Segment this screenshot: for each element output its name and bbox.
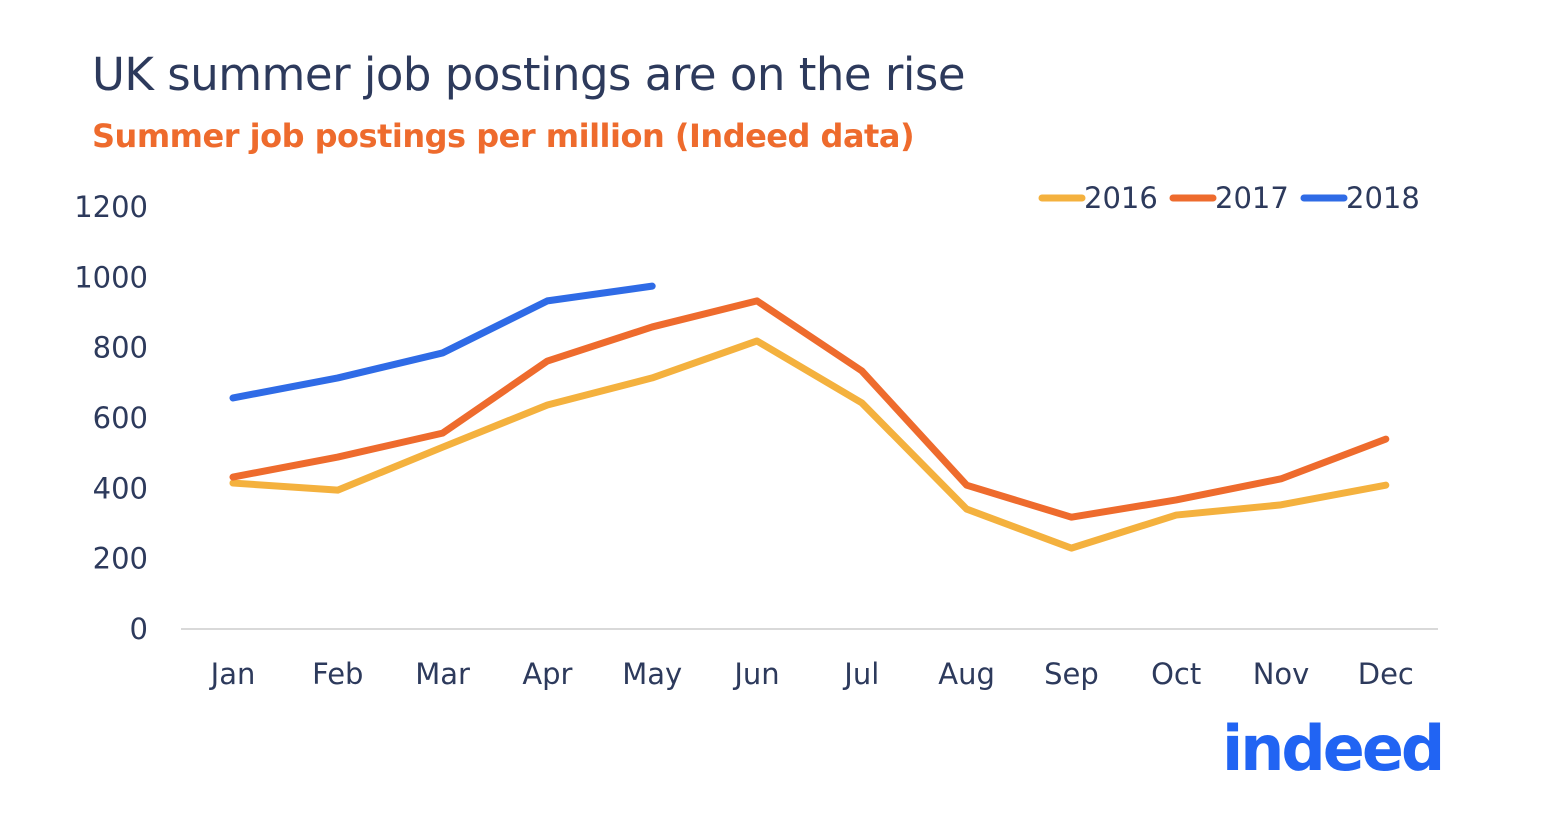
x-tick-label: May	[622, 657, 682, 691]
indeed-logo-text: indeed	[1222, 712, 1445, 785]
y-tick-label: 1200	[74, 190, 148, 224]
x-tick-label: Jan	[209, 657, 256, 691]
series-line-2016	[229, 337, 1390, 552]
legend-label-2018: 2018	[1346, 181, 1420, 215]
y-tick-label: 400	[93, 471, 148, 505]
y-tick-label: 600	[93, 401, 148, 435]
series-line-2018	[229, 282, 656, 402]
x-tick-label: Dec	[1358, 657, 1414, 691]
y-tick-label: 1000	[74, 260, 148, 294]
chart-title: UK summer job postings are on the rise	[92, 48, 966, 101]
x-tick-label: Apr	[522, 657, 572, 691]
x-tick-label: Feb	[312, 657, 363, 691]
x-tick-label: Jul	[842, 657, 879, 691]
x-tick-label: Jun	[732, 657, 779, 691]
chart-subtitle: Summer job postings per million (Indeed …	[92, 117, 915, 155]
x-tick-label: Mar	[415, 657, 470, 691]
y-tick-label: 800	[93, 331, 148, 365]
y-tick-label: 200	[93, 542, 148, 576]
x-tick-label: Oct	[1151, 657, 1201, 691]
legend-label-2016: 2016	[1084, 181, 1158, 215]
x-tick-label: Aug	[938, 657, 995, 691]
series-line-2017	[229, 297, 1390, 521]
x-tick-label: Sep	[1044, 657, 1099, 691]
y-tick-label: 0	[130, 612, 148, 646]
indeed-logo: indeed	[1222, 712, 1445, 785]
x-tick-label: Nov	[1253, 657, 1310, 691]
legend-label-2017: 2017	[1215, 181, 1289, 215]
